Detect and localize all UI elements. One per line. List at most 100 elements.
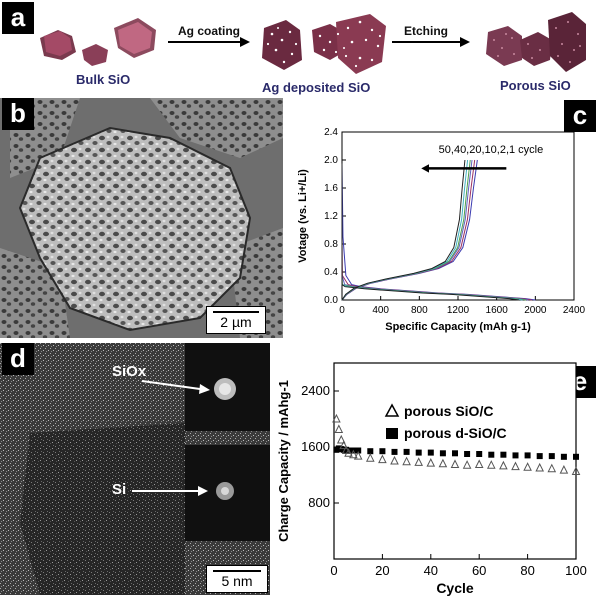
chart-e-point-porous-sioc <box>559 464 569 474</box>
panel-a: a <box>0 0 600 95</box>
chart-c-ytick-label: 1.2 <box>324 211 338 222</box>
chart-e-point-porous-d-sioc <box>548 453 555 460</box>
chart-e-xtick-label: 60 <box>472 563 486 578</box>
chart-c-ylabel: Votage (vs. Li+/Li) <box>297 169 309 263</box>
chart-e-point-porous-sioc <box>353 450 363 460</box>
scale-bar-line-b <box>213 311 259 313</box>
chart-e-point-porous-sioc <box>334 424 344 433</box>
chart-e-legend-marker-porous-sioc <box>384 403 400 417</box>
chart-e-point-porous-sioc <box>365 453 375 462</box>
label-si: Si <box>112 481 127 498</box>
label-ag-coating: Ag coating <box>178 24 240 38</box>
chart-e-point-porous-sioc <box>339 440 348 450</box>
chart-e-point-porous-sioc <box>344 448 353 457</box>
label-bulk-sio: Bulk SiO <box>76 72 131 87</box>
chart-e-point-porous-sioc <box>390 455 399 465</box>
chart-e-legend-marker-porous-d-sioc <box>386 428 398 439</box>
chart-e-ytick-label: 2400 <box>301 383 330 398</box>
sem-texture <box>0 98 283 338</box>
chart-e-point-porous-sioc <box>349 449 358 459</box>
chart-e-xtick-label: 0 <box>330 563 337 578</box>
chart-c-xtick-label: 2400 <box>563 305 586 316</box>
arrow-etching <box>392 37 470 47</box>
schematic-particles <box>40 12 586 74</box>
chart-c-discharge-curve <box>341 163 520 301</box>
chart-c-voltage-profile: 0 400 800 1200 1600 2000 2400 0.0 0.4 0.8 1.2 1.6 2.… <box>297 127 586 333</box>
chart-e-xtick-label: 40 <box>424 563 438 578</box>
chart-c-xtick-label: 1200 <box>447 305 470 316</box>
chart-e-point-porous-d-sioc <box>367 448 374 455</box>
chart-e-point-porous-d-sioc <box>452 450 458 457</box>
chart-c-ytick-label: 1.6 <box>324 183 338 194</box>
chart-c-ytick-label: 2.0 <box>324 155 338 166</box>
scale-bar-b: 2 µm <box>206 306 266 334</box>
chart-e-point-porous-sioc <box>332 413 341 423</box>
chart-c-charge-curve <box>341 159 466 301</box>
chart-e-xtick-label: 80 <box>520 563 534 578</box>
chart-c-ytick-label: 0.8 <box>324 239 338 250</box>
chart-c-ytick-label: 0.0 <box>324 295 338 306</box>
chart-e-ylabel: Charge Capacity / mAhg-1 <box>276 380 291 542</box>
chart-e-cycling: 0 20 40 60 80 100 800 1600 2400 Cycle Charge Capac… <box>276 362 587 596</box>
chart-e-point-porous-sioc <box>523 462 532 471</box>
panel-d-tem-image: d SiOx Si 5 nm <box>0 343 270 595</box>
chart-e-point-porous-sioc <box>486 460 496 469</box>
chart-e-point-porous-sioc <box>462 460 472 469</box>
chart-e-point-porous-sioc <box>474 459 484 468</box>
scale-bar-label-d: 5 nm <box>221 573 253 589</box>
panel-letter-b: b <box>2 98 34 130</box>
chart-c-xtick-label: 2000 <box>524 305 547 316</box>
chart-e-point-porous-sioc <box>499 460 508 470</box>
chart-e-xtick-label: 100 <box>565 563 587 578</box>
chart-e-ytick-label: 1600 <box>301 439 330 454</box>
chart-c-xtick-label: 400 <box>372 305 389 316</box>
bulk-sio-particles <box>40 18 156 66</box>
chart-e-point-porous-sioc <box>438 458 448 468</box>
chart-c-arrow-head <box>421 164 429 173</box>
chart-c-xtick-label: 800 <box>411 305 428 316</box>
chart-e-point-porous-d-sioc <box>439 450 446 457</box>
label-porous-sio: Porous SiO <box>500 78 571 93</box>
chart-e-point-porous-sioc <box>378 454 387 464</box>
chart-e-point-porous-d-sioc <box>536 453 543 460</box>
chart-e-point-porous-d-sioc <box>560 453 567 460</box>
chart-c-annotation: 50,40,20,10,2,1 cycle <box>439 144 544 156</box>
chart-c-ytick-label: 2.4 <box>324 127 338 138</box>
chart-e-point-porous-d-sioc <box>403 448 410 455</box>
chart-e-point-porous-d-sioc <box>427 449 434 456</box>
chart-e-point-porous-sioc <box>426 457 436 467</box>
chart-e-xtick-label: 20 <box>375 563 389 578</box>
panel-letter-c: c <box>564 100 596 132</box>
chart-e-point-porous-d-sioc <box>573 453 579 460</box>
porous-sio-particles <box>486 12 586 72</box>
scale-bar-label-b: 2 µm <box>220 314 252 330</box>
chart-c-frame <box>341 131 575 301</box>
label-ag-deposited: Ag deposited SiO <box>262 80 371 95</box>
panel-letter-a: a <box>2 2 34 34</box>
panel-letter-d: d <box>2 343 34 375</box>
chart-e-legend-label-porous-sioc: porous SiO/C <box>404 403 493 419</box>
chart-e-point-porous-d-sioc <box>512 452 519 459</box>
chart-e-point-porous-sioc <box>450 459 460 468</box>
chart-e-point-porous-sioc <box>547 463 557 473</box>
chart-e-point-porous-d-sioc <box>379 448 386 455</box>
scale-bar-line-d <box>213 570 261 572</box>
chart-e-point-porous-sioc <box>336 434 346 444</box>
chart-e-point-porous-d-sioc <box>524 452 531 459</box>
chart-c-xlabel: Specific Capacity (mAh g-1) <box>385 321 531 333</box>
chart-e-point-porous-d-sioc <box>415 449 422 456</box>
ag-deposited-particles <box>262 14 386 74</box>
chart-e-point-porous-sioc <box>571 466 581 475</box>
scale-bar-d: 5 nm <box>206 565 268 593</box>
chart-e-xlabel: Cycle <box>436 580 474 596</box>
chart-e-point-porous-d-sioc <box>355 447 362 454</box>
chart-e-point-porous-d-sioc <box>488 451 495 458</box>
chart-e-point-porous-d-sioc <box>500 451 507 458</box>
panel-b-sem-image: b 2 µm <box>0 98 283 338</box>
chart-e-point-porous-sioc <box>535 462 545 472</box>
label-siox: SiOx <box>112 363 147 380</box>
chart-e-point-porous-d-sioc <box>464 451 471 457</box>
chart-c-xtick-label: 0 <box>339 305 345 316</box>
chart-e-legend-label-porous-d-sioc: porous d-SiO/C <box>404 425 507 441</box>
chart-e-point-porous-d-sioc <box>391 448 398 455</box>
